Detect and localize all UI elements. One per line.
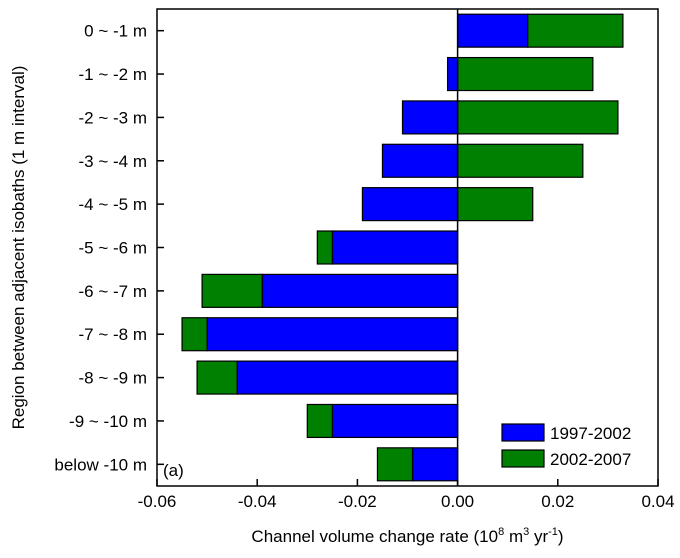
bar-2002-2007-row-2 (457, 56, 594, 92)
x-axis-label-exp-neg1: -1 (548, 526, 558, 538)
y-tick-label: -7 ~ -8 m (79, 325, 148, 344)
bar-1997-2002-row-10 (331, 403, 459, 439)
y-axis-ticks: 0 ~ -1 m -1 ~ -2 m -2 ~ -3 m -3 ~ -4 m -4 ~ … (54, 22, 164, 474)
y-tick-label: -6 ~ -7 m (79, 282, 148, 301)
bar-2002-2007-row-9 (196, 360, 238, 395)
x-tick-label: 0.02 (541, 492, 574, 511)
x-axis-label-exp-8: 8 (498, 526, 504, 538)
bar-1997-2002-row-11 (411, 447, 459, 482)
bar-2002-2007-row-1 (527, 13, 624, 48)
x-tick-label: 0.04 (641, 492, 674, 511)
bar-1997-2002-row-4 (381, 143, 459, 178)
y-tick-label: -2 ~ -3 m (79, 108, 148, 127)
y-tick-label: -3 ~ -4 m (79, 152, 148, 171)
y-tick-label: -5 ~ -6 m (79, 239, 148, 258)
bar-1997-2002-row-6 (331, 230, 459, 265)
legend-swatch-2002-2007 (501, 449, 545, 468)
x-axis-label-prefix: Channel volume change rate (10 (251, 527, 498, 546)
bar-2002-2007-row-3 (457, 100, 619, 135)
bar-2002-2007-row-7 (201, 273, 263, 308)
bar-1997-2002-row-3 (401, 100, 459, 135)
legend: 1997-2002 2002-2007 (501, 423, 631, 469)
y-tick-label: -1 ~ -2 m (79, 65, 148, 84)
bar-2002-2007-row-5 (457, 187, 534, 222)
bar-2002-2007-row-11 (376, 447, 414, 482)
x-tick-label: -0.02 (338, 492, 377, 511)
bar-2002-2007-row-10 (306, 403, 333, 439)
x-axis-label-suffix: ) (558, 527, 564, 546)
x-tick-label: 0.00 (441, 492, 474, 511)
x-axis-label-unit-yr: yr (529, 527, 548, 546)
x-tick-label: -0.04 (238, 492, 277, 511)
y-tick-label: -9 ~ -10 m (69, 412, 147, 431)
legend-label-2002-2007: 2002-2007 (550, 450, 631, 469)
bar-1997-2002-row-7 (261, 273, 459, 308)
y-axis-label: Region between adjacent isobaths (1 m in… (9, 66, 28, 430)
bar-2002-2007-row-4 (457, 143, 584, 178)
x-axis-label: Channel volume change rate (108 m3 yr-1) (251, 526, 563, 546)
bars-layer (181, 13, 624, 482)
legend-swatch-1997-2002 (501, 423, 545, 442)
bar-2002-2007-row-6 (316, 230, 333, 265)
y-tick-label: 0 ~ -1 m (84, 22, 147, 41)
x-tick-label: -0.06 (138, 492, 177, 511)
bar-1997-2002-row-1 (457, 13, 529, 48)
y-tick-label: below -10 m (54, 455, 147, 474)
bar-1997-2002-row-8 (206, 317, 459, 352)
y-tick-label: -8 ~ -9 m (79, 369, 148, 388)
bar-1997-2002-row-5 (361, 187, 459, 222)
bar-1997-2002-row-2 (446, 56, 459, 92)
panel-label: (a) (163, 461, 184, 480)
x-axis-ticks: -0.06 -0.04 -0.02 0.00 0.02 0.04 (138, 479, 675, 511)
bar-2002-2007-row-8 (181, 317, 208, 352)
y-tick-label: -4 ~ -5 m (79, 195, 148, 214)
x-axis-label-unit-m: m (504, 527, 523, 546)
legend-label-1997-2002: 1997-2002 (550, 424, 631, 443)
bar-1997-2002-row-9 (236, 360, 459, 395)
x-axis-label-exp-3: 3 (523, 526, 529, 538)
